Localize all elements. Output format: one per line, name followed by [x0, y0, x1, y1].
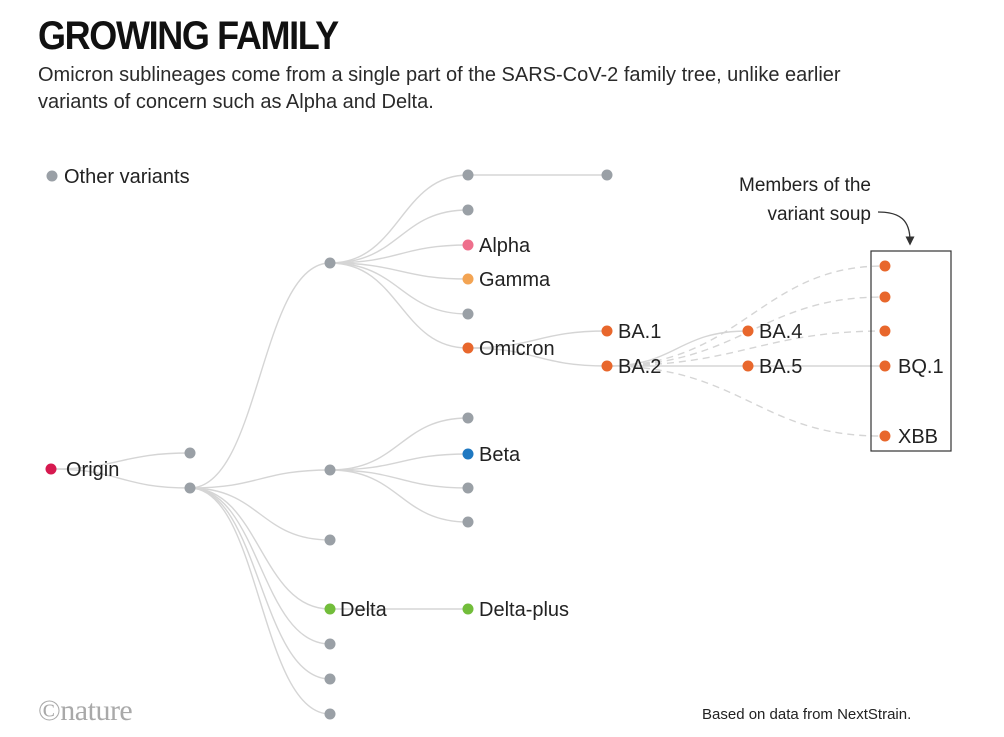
- source-note: Based on data from NextStrain.: [702, 706, 912, 723]
- node-alpha: [462, 239, 474, 251]
- annotation-arrow: [877, 211, 915, 246]
- label-xbb: XBB: [898, 426, 938, 448]
- edge-b-upper: [189, 262, 331, 489]
- edge-b-679: [189, 487, 331, 680]
- node-gray: [462, 308, 474, 320]
- node-delta: [324, 603, 336, 615]
- edge-omicron-ba1: [467, 330, 608, 349]
- node-gray: [324, 257, 336, 269]
- node-ba1: [601, 325, 613, 337]
- other-variant-nodes: [184, 169, 613, 720]
- node-omicron: [462, 342, 474, 354]
- standfirst: Omicron sublineages come from a single p…: [38, 64, 841, 113]
- node-gray: [462, 516, 474, 528]
- edge-b-delta: [189, 487, 331, 610]
- edge-u-omicron: [329, 262, 469, 349]
- label-ba5: BA.5: [759, 356, 802, 378]
- node-gray: [324, 673, 336, 685]
- node-gray: [324, 638, 336, 650]
- node-beta: [462, 448, 474, 460]
- node-origin: [45, 463, 57, 475]
- node-xbb: [879, 430, 891, 442]
- edge-omicron-ba2: [467, 347, 608, 367]
- label-origin: Origin: [66, 459, 119, 481]
- annotation-line-2: variant soup: [767, 204, 871, 225]
- label-delta-plus: Delta-plus: [479, 599, 569, 621]
- node-gray: [184, 447, 196, 459]
- edge-b-644: [189, 487, 331, 645]
- node-ba5: [742, 360, 754, 372]
- edge-b-714: [189, 487, 331, 715]
- label-alpha: Alpha: [479, 235, 531, 257]
- edge-u-gamma: [329, 262, 469, 280]
- label-bq1: BQ.1: [898, 356, 944, 378]
- node-gray: [324, 464, 336, 476]
- edge-u-alpha: [329, 244, 469, 264]
- nature-logo: ©nature: [38, 694, 133, 727]
- edge-m-488: [329, 469, 469, 489]
- node-delta-plus: [462, 603, 474, 615]
- node-soup-1: [879, 260, 891, 272]
- label-ba2: BA.2: [618, 356, 661, 378]
- edge-b-mid: [189, 469, 331, 489]
- tree-edges: [50, 174, 885, 715]
- edge-b-540: [189, 487, 331, 541]
- label-gamma: Gamma: [479, 269, 551, 291]
- node-soup-3: [879, 325, 891, 337]
- node-gray: [324, 534, 336, 546]
- node-ba4: [742, 325, 754, 337]
- variant-soup-box: [870, 250, 952, 452]
- edge-m-522: [329, 469, 469, 523]
- label-beta: Beta: [479, 444, 521, 466]
- annotation-line-1: Members of the: [739, 175, 871, 196]
- edge-ba2-xbb: [606, 365, 881, 437]
- node-gray: [324, 708, 336, 720]
- soup-edges: [606, 265, 881, 437]
- node-gamma: [462, 273, 474, 285]
- node-gray: [462, 482, 474, 494]
- edge-u-210: [329, 209, 469, 264]
- node-bq1: [879, 360, 891, 372]
- node-gray: [462, 412, 474, 424]
- edge-m-418: [329, 417, 469, 471]
- node-gray: [601, 169, 613, 181]
- edge-u-314: [329, 262, 469, 315]
- headline: GROWING FAMILY: [38, 14, 339, 58]
- node-soup-2: [879, 291, 891, 303]
- label-omicron: Omicron: [479, 338, 555, 360]
- legend-marker: [46, 170, 58, 182]
- edge-m-beta: [329, 453, 469, 471]
- edge-ba2-soup3: [606, 330, 881, 367]
- edge-origin-a: [50, 452, 191, 470]
- edge-ba2-ba4: [606, 330, 749, 367]
- legend-label: Other variants: [64, 166, 190, 188]
- label-delta: Delta: [340, 599, 388, 621]
- node-gray: [462, 169, 474, 181]
- label-ba4: BA.4: [759, 321, 802, 343]
- edge-ba2-soup1: [606, 265, 881, 367]
- node-gray: [462, 204, 474, 216]
- node-ba2: [601, 360, 613, 372]
- node-gray: [184, 482, 196, 494]
- label-ba1: BA.1: [618, 321, 661, 343]
- edge-origin-b: [50, 468, 191, 489]
- edge-u-175: [329, 174, 469, 264]
